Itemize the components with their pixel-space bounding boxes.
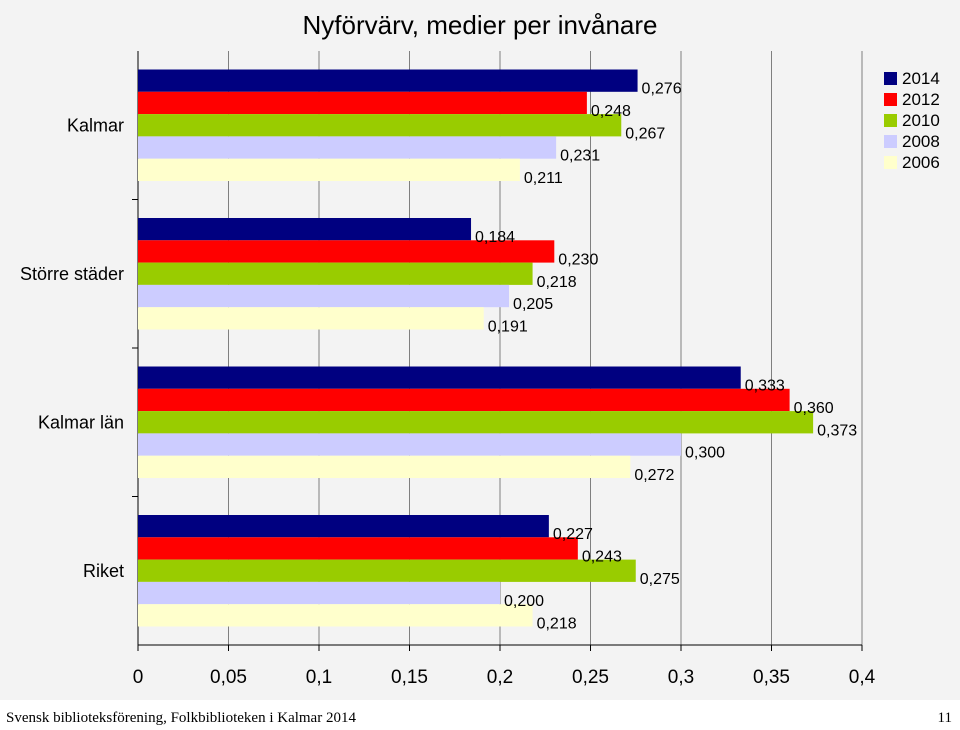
data-label: 0,300 bbox=[685, 445, 725, 462]
x-tick-label: 0,25 bbox=[572, 667, 609, 688]
legend-swatch bbox=[884, 93, 897, 106]
legend-swatch bbox=[884, 114, 897, 127]
x-tick-label: 0,2 bbox=[487, 667, 513, 688]
legend-item: 2010 bbox=[884, 110, 940, 131]
data-label: 0,205 bbox=[513, 296, 553, 313]
bar bbox=[138, 307, 484, 330]
category-label: Riket bbox=[83, 561, 124, 581]
x-tick-label: 0,15 bbox=[391, 667, 428, 688]
category-label: Större städer bbox=[20, 264, 124, 284]
bar bbox=[138, 366, 741, 389]
legend-item: 2014 bbox=[884, 68, 940, 89]
legend-label: 2014 bbox=[902, 68, 940, 88]
x-tick-label: 0,3 bbox=[668, 667, 694, 688]
data-label: 0,276 bbox=[642, 81, 682, 98]
bar bbox=[138, 69, 638, 92]
data-label: 0,227 bbox=[553, 526, 593, 543]
data-label: 0,200 bbox=[504, 593, 544, 610]
legend-label: 2012 bbox=[902, 89, 940, 109]
bar bbox=[138, 388, 790, 412]
legend-label: 2008 bbox=[902, 131, 940, 151]
page-number: 11 bbox=[937, 710, 952, 726]
bar bbox=[138, 433, 681, 456]
legend-swatch bbox=[884, 156, 897, 169]
data-label: 0,243 bbox=[582, 548, 622, 565]
x-tick-label: 0,05 bbox=[210, 667, 247, 688]
bar bbox=[138, 240, 555, 263]
footer-source: Svensk biblioteksförening, Folkbibliotek… bbox=[6, 710, 356, 726]
legend: 2014 2012 2010 2008 2006 bbox=[884, 68, 940, 173]
bar bbox=[138, 604, 533, 627]
data-label: 0,184 bbox=[475, 229, 515, 246]
data-label: 0,230 bbox=[558, 251, 598, 268]
bar bbox=[138, 218, 472, 241]
bar bbox=[138, 537, 578, 560]
data-label: 0,248 bbox=[591, 103, 631, 120]
data-label: 0,333 bbox=[745, 378, 785, 395]
x-tick-label: 0,4 bbox=[849, 667, 876, 688]
legend-item: 2012 bbox=[884, 89, 940, 110]
data-label: 0,191 bbox=[488, 318, 528, 335]
bar bbox=[138, 515, 549, 538]
bar bbox=[138, 262, 533, 285]
x-tick-label: 0 bbox=[133, 667, 144, 688]
legend-item: 2006 bbox=[884, 152, 940, 173]
legend-swatch bbox=[884, 72, 897, 85]
data-label: 0,272 bbox=[634, 467, 674, 484]
footer: Svensk biblioteksförening, Folkbibliotek… bbox=[0, 700, 960, 730]
bar-chart: 0 0,05 0,1 0,15 0,2 0,25 0,3 0,35 0,4 Kalmar 0,276… bbox=[20, 51, 876, 688]
data-label: 0,373 bbox=[817, 422, 857, 439]
bar bbox=[138, 114, 622, 137]
x-tick-label: 0,35 bbox=[753, 667, 790, 688]
bar bbox=[138, 91, 587, 115]
data-label: 0,218 bbox=[537, 615, 577, 632]
legend-label: 2006 bbox=[902, 152, 940, 172]
data-label: 0,267 bbox=[625, 125, 665, 142]
legend-item: 2008 bbox=[884, 131, 940, 152]
bar bbox=[138, 581, 500, 605]
category-label: Kalmar län bbox=[38, 412, 124, 432]
category-label: Kalmar bbox=[67, 115, 124, 135]
bar bbox=[138, 559, 636, 582]
data-label: 0,218 bbox=[537, 274, 577, 291]
data-label: 0,275 bbox=[640, 571, 680, 588]
bar bbox=[138, 284, 510, 308]
data-label: 0,231 bbox=[560, 148, 600, 165]
bar bbox=[138, 158, 520, 181]
bar bbox=[138, 136, 557, 159]
bar bbox=[138, 411, 814, 434]
chart-title: Nyförvärv, medier per invånare bbox=[302, 10, 658, 40]
legend-swatch bbox=[884, 135, 897, 148]
data-label: 0,211 bbox=[524, 170, 563, 187]
bar bbox=[138, 455, 631, 478]
data-label: 0,360 bbox=[794, 400, 834, 417]
x-tick-label: 0,1 bbox=[306, 667, 332, 688]
legend-label: 2010 bbox=[902, 110, 940, 130]
